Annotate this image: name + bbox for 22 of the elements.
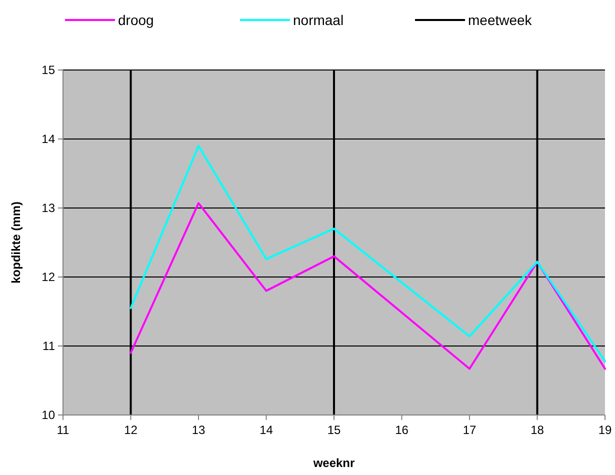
y-tick-label: 15 <box>42 63 56 78</box>
x-tick-label: 15 <box>327 423 341 437</box>
x-tick-label: 11 <box>56 423 70 437</box>
y-tick-label: 11 <box>42 339 56 354</box>
x-tick-label: 12 <box>124 423 138 437</box>
x-tick-label: 19 <box>598 423 612 437</box>
legend-label: droog <box>118 12 154 28</box>
legend-label: normaal <box>293 12 344 28</box>
x-axis-title: weeknr <box>312 456 356 470</box>
line-series <box>130 202 606 370</box>
y-tick-label: 14 <box>42 132 56 146</box>
line-series <box>130 144 606 362</box>
x-tick-label: 16 <box>395 423 409 437</box>
y-tick-label: 13 <box>42 201 56 216</box>
legend-label: meetweek <box>468 12 533 28</box>
x-tick-label: 18 <box>530 423 544 437</box>
x-tick-label: 14 <box>260 423 274 437</box>
x-tick-label: 17 <box>462 423 476 437</box>
x-tick-label: 13 <box>192 423 206 437</box>
y-tick-label: 10 <box>42 408 56 422</box>
y-axis-title: kopdikte (mm) <box>9 201 23 284</box>
y-tick-label: 12 <box>42 270 56 284</box>
